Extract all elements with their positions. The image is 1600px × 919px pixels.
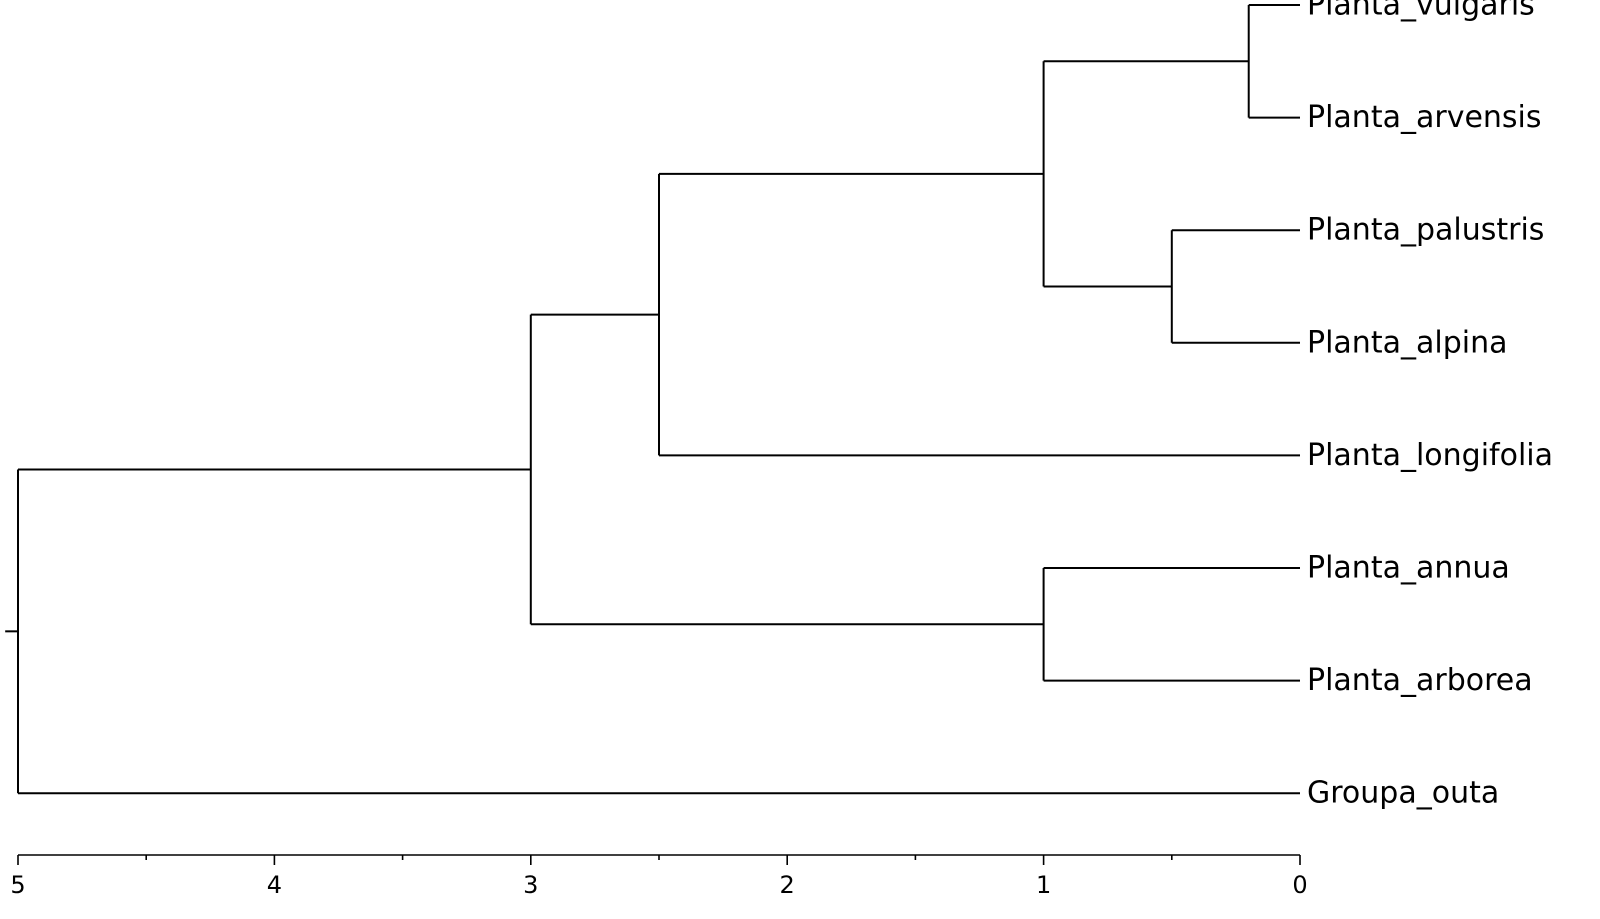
tick-label: 4 — [267, 871, 282, 899]
leaf-label: Planta_arborea — [1307, 663, 1533, 698]
leaf-labels: Planta_vulgaris Planta_arvensis Planta_pal… — [1307, 0, 1553, 811]
leaf-label: Planta_vulgaris — [1307, 0, 1535, 23]
leaf-label: Planta_annua — [1307, 551, 1510, 586]
tick-label: 5 — [10, 871, 25, 899]
leaf-label: Planta_arvensis — [1307, 100, 1542, 135]
leaf-label: Planta_palustris — [1307, 213, 1544, 248]
leaf-label: Groupa_outa — [1307, 776, 1499, 811]
tick-label: 3 — [523, 871, 538, 899]
leaf-label: Planta_longifolia — [1307, 438, 1553, 473]
axis-ticks — [17, 855, 1301, 865]
tick-label: 2 — [780, 871, 795, 899]
leaf-label: Planta_alpina — [1307, 325, 1507, 360]
axis-tick-labels: 5 4 3 2 1 0 — [10, 871, 1307, 899]
tick-label: 1 — [1036, 871, 1051, 899]
tree-branches — [5, 4, 1300, 795]
tick-label: 0 — [1292, 871, 1307, 899]
height-axis: 5 4 3 2 1 0 — [10, 854, 1308, 899]
